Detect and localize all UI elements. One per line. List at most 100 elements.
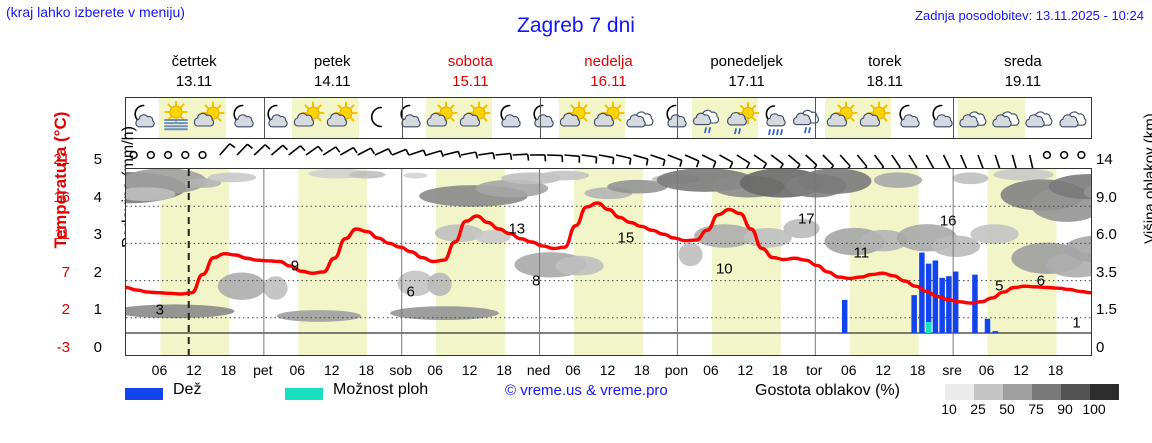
cloud-height-tick-5: 0 [1096, 339, 1105, 356]
copyright-link[interactable]: © vreme.us & vreme.pro [505, 382, 668, 399]
day-separator [263, 98, 265, 138]
sun-fog-icon [159, 98, 193, 138]
precipitation-tick-2: 3 [93, 226, 102, 244]
time-tick-17: 12 [737, 362, 754, 378]
temperature-tick-0: 21 [53, 151, 70, 168]
time-tick-21: 12 [875, 362, 891, 378]
time-tick-5: 12 [323, 362, 340, 378]
time-tick-4: 06 [289, 362, 306, 378]
sun-cloud-icon [591, 98, 626, 138]
time-tick-26: 18 [1047, 362, 1064, 378]
temperature-value-label-11: 6 [1036, 272, 1045, 290]
time-axis: 06 12 18 pet 06 12 18 sob 06 12 18 ned 06 12 18 pon 06 12… [125, 356, 1092, 380]
day-header-3: nedelja 16.11 [539, 52, 677, 96]
moon-cloud-icon [492, 98, 525, 138]
day-separator [953, 98, 955, 138]
cloud-density-step-90 [1061, 384, 1090, 400]
showers-legend-swatch [285, 388, 323, 400]
day-name: četrtek [171, 53, 217, 70]
precipitation-tick-0: 5 [93, 151, 102, 168]
cloud-density-tick-5: 100 [1082, 401, 1106, 417]
temperature-value-label-8: 11 [853, 244, 870, 262]
cloud-density-legend-title: Gostota oblakov (%) [755, 382, 900, 399]
day-separator [401, 98, 403, 138]
precipitation-tick-4: 1 [93, 301, 102, 319]
moon-cloud-icon [891, 98, 924, 138]
time-tick-10: 18 [496, 362, 512, 378]
cloud-height-tick-0: 14 [1096, 151, 1113, 168]
day-date: 18.11 [866, 73, 903, 90]
day-name: ponedeljek [710, 53, 783, 70]
day-date: 14.11 [313, 73, 351, 90]
time-tick-16: 06 [703, 362, 719, 378]
moon-icon [359, 98, 392, 138]
day-header-0: četrtek 13.11 [125, 52, 263, 96]
time-tick-15: pon [664, 362, 689, 378]
temperature-value-label-4: 8 [531, 272, 541, 290]
cloud-height-axis-title: Višina oblakov (km) [1141, 113, 1152, 244]
temperature-value-label-1: 9 [290, 257, 300, 275]
cloud-icon [991, 98, 1025, 138]
time-tick-22: 18 [909, 362, 926, 378]
cloud-density-step-75 [1032, 384, 1061, 400]
chart-legend: Dež Možnost ploh © vreme.us & vreme.pro … [125, 381, 1145, 428]
day-header-5: torek 18.11 [816, 52, 954, 96]
time-tick-19: tor [806, 362, 823, 378]
time-tick-3: pet [253, 362, 273, 378]
time-tick-8: 06 [427, 362, 443, 378]
temperature-value-label-10: 5 [995, 277, 1004, 295]
temperature-value-label-5: 15 [617, 229, 635, 247]
time-tick-11: ned [526, 362, 551, 378]
day-header-6: sreda 19.11 [954, 52, 1092, 96]
sun-cloud-icon [192, 98, 226, 138]
temperature-tick-5: -3 [56, 339, 70, 356]
cloud-icon [625, 98, 658, 138]
showers-legend-label: Možnost ploh [333, 381, 429, 398]
day-separator [815, 98, 817, 138]
temperature-value-label-6: 10 [715, 260, 733, 278]
moon-cloud-icon [925, 98, 958, 138]
moon-cloud-icon [392, 98, 425, 138]
cloud-density-tick-3: 75 [1028, 401, 1044, 417]
day-date: 13.11 [175, 73, 213, 90]
day-date: 17.11 [728, 73, 765, 90]
sun-cloud-icon [824, 98, 859, 138]
time-tick-23: sre [942, 362, 962, 378]
cloud-density-step-100 [1090, 384, 1119, 400]
temperature-tick-labels: 21 16 11 7 2 -3 [24, 151, 70, 360]
time-tick-25: 12 [1013, 362, 1029, 378]
cloud-height-tick-labels: 14 9.0 6.0 3.5 1.5 0 [1096, 151, 1142, 360]
temperature-tick-4: 2 [61, 301, 70, 319]
sun-cloud-icon [858, 98, 892, 138]
rain-legend-label: Dež [173, 381, 202, 398]
sun-cloud-icon [458, 98, 493, 138]
cloud-density-scale-labels: 10 25 50 75 90 100 [937, 401, 1152, 421]
last-update-label: Zadnja posodobitev: 13.11.2025 - 10:24 [915, 8, 1144, 23]
time-tick-20: 06 [840, 362, 857, 378]
temperature-value-label-0: 3 [155, 301, 164, 319]
plot-canvas [126, 169, 1091, 355]
cloud-height-tick-1: 9.0 [1096, 188, 1117, 206]
day-header-band: četrtek 13.11 petek 14.11 sobota 15.11 nedelja… [125, 52, 1092, 96]
time-tick-14: 18 [634, 362, 650, 378]
time-tick-2: 18 [220, 362, 237, 378]
temperature-tick-1: 16 [53, 188, 70, 206]
cloud-icon [958, 98, 992, 138]
temperature-value-label-7: 17 [797, 210, 815, 228]
day-name: torek [868, 53, 902, 70]
day-name: petek [313, 53, 351, 70]
cloud-density-step-10 [945, 384, 974, 400]
temperature-tick-2: 11 [54, 226, 70, 244]
day-separator [539, 98, 541, 138]
temperature-value-label-12: 1 [1072, 314, 1081, 332]
day-separator [677, 98, 679, 138]
day-header-1: petek 14.11 [263, 52, 401, 96]
day-header-2: sobota 15.11 [401, 52, 539, 96]
sun-cloud-icon [425, 98, 459, 138]
day-name: sreda [1004, 53, 1042, 70]
day-name: sobota [447, 53, 493, 70]
cloud-height-tick-3: 3.5 [1096, 263, 1117, 281]
time-tick-13: 12 [599, 362, 616, 378]
cloud-density-tick-4: 90 [1057, 401, 1073, 417]
page-title: Zagreb 7 dni [517, 14, 635, 37]
